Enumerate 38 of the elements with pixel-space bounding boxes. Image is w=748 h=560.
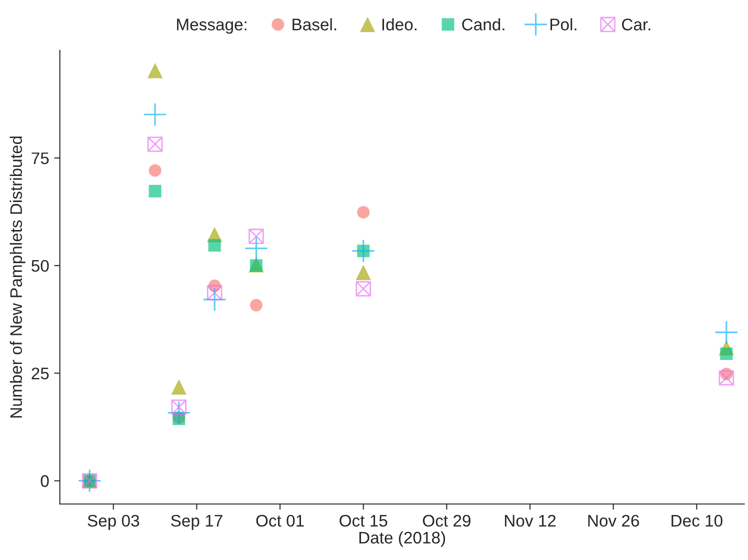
y-tick-label: 0 bbox=[40, 475, 49, 487]
legend-title: Message: bbox=[177, 18, 246, 34]
point bbox=[245, 237, 268, 260]
point bbox=[356, 264, 372, 280]
point bbox=[250, 298, 262, 312]
x-tick-label: Nov 26 bbox=[588, 514, 639, 527]
y-tick-label: 25 bbox=[32, 368, 49, 380]
x-tick-label: Oct 15 bbox=[340, 514, 388, 527]
point bbox=[203, 288, 226, 311]
point bbox=[78, 470, 101, 492]
point bbox=[171, 379, 187, 395]
legend-label: Ideo. bbox=[382, 18, 416, 30]
point bbox=[357, 206, 370, 218]
legend-label: Basel. bbox=[292, 18, 336, 30]
x-tick-label: Dec 10 bbox=[672, 514, 722, 527]
x-tick-label: Oct 01 bbox=[256, 514, 304, 527]
point bbox=[208, 239, 221, 252]
point bbox=[144, 103, 166, 126]
y-axis-title: Number of New Pamphlets Distributed bbox=[10, 136, 26, 418]
legend-label: Cand. bbox=[462, 18, 504, 30]
x-axis-title: Date (2018) bbox=[359, 531, 446, 547]
point bbox=[168, 402, 190, 424]
legend-label: Pol. bbox=[550, 18, 576, 30]
point bbox=[148, 164, 162, 177]
point bbox=[720, 348, 733, 360]
x-tick-label: Oct 29 bbox=[422, 514, 470, 527]
point bbox=[720, 368, 733, 380]
point bbox=[352, 240, 374, 262]
x-tick-label: Sep 17 bbox=[171, 514, 222, 530]
point bbox=[715, 321, 738, 344]
point bbox=[147, 62, 163, 78]
y-tick-label: 75 bbox=[32, 152, 49, 164]
x-tick-label: Nov 12 bbox=[504, 514, 556, 527]
point bbox=[148, 184, 162, 198]
x-tick-label: Sep 03 bbox=[88, 514, 140, 530]
legend-label: Car. bbox=[622, 18, 650, 30]
y-tick-label: 50 bbox=[32, 260, 49, 272]
point bbox=[208, 280, 221, 292]
